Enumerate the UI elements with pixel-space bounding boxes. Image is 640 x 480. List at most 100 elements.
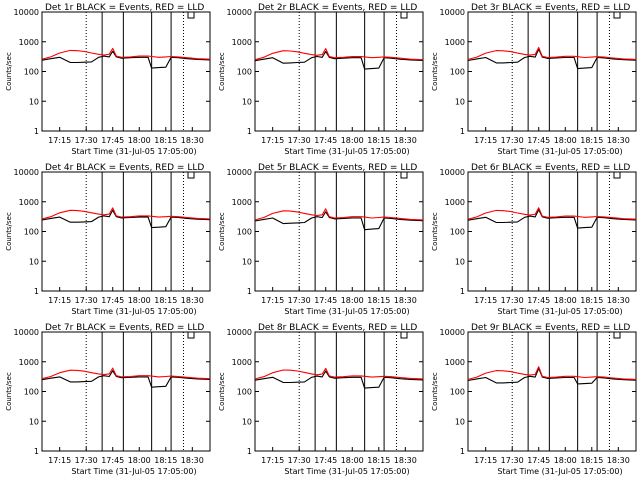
series-line-events bbox=[254, 50, 424, 70]
x-axis-label: Start Time (31-Jul-05 17:05:00) bbox=[284, 307, 409, 316]
y-tick-label: 1 bbox=[460, 127, 465, 136]
x-tick-label: 17:45 bbox=[101, 456, 124, 465]
x-tick-label: 18:00 bbox=[128, 136, 151, 145]
legend-marker bbox=[400, 331, 408, 339]
series-line-lld bbox=[41, 47, 211, 60]
y-tick-label: 1 bbox=[460, 447, 465, 456]
x-tick-label: 17:15 bbox=[48, 296, 71, 305]
x-axis-label: Start Time (31-Jul-05 17:05:00) bbox=[497, 467, 622, 476]
y-tick-label: 100 bbox=[24, 388, 39, 397]
x-axis-label: Start Time (31-Jul-05 17:05:00) bbox=[284, 147, 409, 156]
chart-title: Det 6r BLACK = Events, RED = LLD bbox=[471, 163, 630, 173]
y-axis-label: Counts/sec bbox=[5, 212, 13, 251]
legend-marker bbox=[187, 331, 195, 339]
chart-title: Det 3r BLACK = Events, RED = LLD bbox=[471, 3, 630, 13]
y-tick-label: 10000 bbox=[14, 168, 39, 177]
x-tick-label: 17:30 bbox=[75, 296, 98, 305]
series-line-lld bbox=[254, 48, 424, 61]
legend-marker bbox=[613, 171, 621, 179]
x-tick-label: 17:15 bbox=[48, 136, 71, 145]
y-tick-label: 10000 bbox=[227, 328, 252, 337]
y-tick-label: 100 bbox=[24, 68, 39, 77]
x-tick-label: 18:15 bbox=[154, 456, 177, 465]
x-tick-label: 18:15 bbox=[154, 136, 177, 145]
x-tick-label: 17:30 bbox=[288, 296, 311, 305]
x-tick-label: 18:30 bbox=[181, 136, 204, 145]
y-tick-label: 10 bbox=[242, 417, 252, 426]
y-tick-label: 100 bbox=[24, 228, 39, 237]
chart-title: Det 5r BLACK = Events, RED = LLD bbox=[258, 163, 417, 173]
x-tick-label: 18:15 bbox=[367, 296, 390, 305]
x-tick-label: 18:15 bbox=[367, 456, 390, 465]
y-tick-label: 1 bbox=[460, 287, 465, 296]
y-axis-label: Counts/sec bbox=[431, 212, 439, 251]
x-tick-label: 18:15 bbox=[154, 296, 177, 305]
y-tick-label: 10000 bbox=[227, 8, 252, 17]
x-tick-label: 17:45 bbox=[527, 136, 550, 145]
series-line-events bbox=[467, 209, 637, 229]
x-tick-label: 17:30 bbox=[288, 136, 311, 145]
x-tick-label: 18:00 bbox=[341, 456, 364, 465]
y-tick-label: 1000 bbox=[232, 358, 252, 367]
y-tick-label: 10 bbox=[29, 97, 39, 106]
y-tick-label: 10000 bbox=[440, 168, 465, 177]
x-tick-label: 18:30 bbox=[607, 296, 630, 305]
series-line-lld bbox=[467, 366, 637, 380]
y-tick-label: 100 bbox=[450, 388, 465, 397]
x-tick-label: 18:30 bbox=[181, 296, 204, 305]
x-tick-label: 17:30 bbox=[75, 456, 98, 465]
y-axis-label: Counts/sec bbox=[431, 52, 439, 91]
x-tick-label: 18:30 bbox=[394, 136, 417, 145]
y-axis-label: Counts/sec bbox=[5, 372, 13, 411]
x-tick-label: 18:00 bbox=[554, 456, 577, 465]
plot-frame bbox=[467, 331, 637, 452]
x-tick-label: 17:30 bbox=[501, 456, 524, 465]
series-line-events bbox=[41, 370, 211, 388]
y-tick-label: 100 bbox=[450, 68, 465, 77]
x-tick-label: 17:15 bbox=[474, 296, 497, 305]
y-tick-label: 100 bbox=[237, 228, 252, 237]
legend-marker bbox=[400, 171, 408, 179]
x-axis-label: Start Time (31-Jul-05 17:05:00) bbox=[497, 147, 622, 156]
x-tick-label: 18:30 bbox=[181, 456, 204, 465]
series-line-events bbox=[467, 48, 637, 70]
series-line-lld bbox=[467, 46, 637, 60]
x-tick-label: 18:00 bbox=[554, 296, 577, 305]
chart-title: Det 8r BLACK = Events, RED = LLD bbox=[258, 323, 417, 333]
x-tick-label: 18:30 bbox=[394, 456, 417, 465]
x-tick-label: 17:45 bbox=[314, 136, 337, 145]
y-axis-label: Counts/sec bbox=[5, 52, 13, 91]
x-tick-label: 17:45 bbox=[314, 456, 337, 465]
x-tick-label: 17:30 bbox=[501, 296, 524, 305]
legend-marker bbox=[613, 11, 621, 19]
x-tick-label: 18:30 bbox=[607, 136, 630, 145]
y-axis-label: Counts/sec bbox=[431, 372, 439, 411]
x-tick-label: 18:30 bbox=[607, 456, 630, 465]
y-tick-label: 1000 bbox=[19, 198, 39, 207]
y-tick-label: 10000 bbox=[440, 8, 465, 17]
x-tick-label: 17:30 bbox=[288, 456, 311, 465]
series-line-events bbox=[254, 370, 424, 389]
y-tick-label: 10 bbox=[242, 97, 252, 106]
y-tick-label: 1 bbox=[247, 447, 252, 456]
x-tick-label: 17:45 bbox=[527, 296, 550, 305]
legend-marker bbox=[400, 11, 408, 19]
y-tick-label: 10 bbox=[242, 257, 252, 266]
x-tick-label: 17:30 bbox=[75, 136, 98, 145]
y-tick-label: 10 bbox=[455, 97, 465, 106]
x-tick-label: 18:00 bbox=[128, 296, 151, 305]
x-tick-label: 18:15 bbox=[580, 296, 603, 305]
y-tick-label: 1000 bbox=[232, 38, 252, 47]
y-tick-label: 1000 bbox=[232, 198, 252, 207]
chart-title: Det 4r BLACK = Events, RED = LLD bbox=[45, 163, 204, 173]
x-axis-label: Start Time (31-Jul-05 17:05:00) bbox=[284, 467, 409, 476]
series-line-lld bbox=[254, 208, 424, 221]
x-tick-label: 17:30 bbox=[501, 136, 524, 145]
